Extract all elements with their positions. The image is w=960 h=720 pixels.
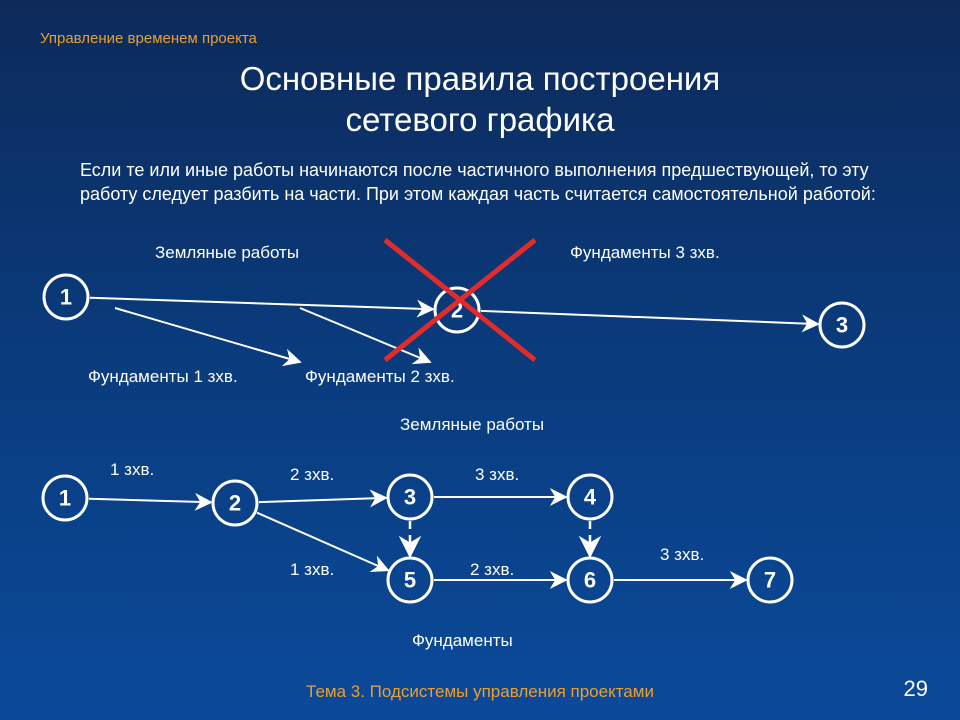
diagram-1: 123Земляные работыФундаменты 3 зхв.Фунда… [44,240,864,386]
svg-text:Фундаменты 2 зхв.: Фундаменты 2 зхв. [305,367,455,386]
diagram-svg: 1 2 3 Земляные работы Фундаменты 3 зхв. Фунда… [0,0,960,720]
svg-text:4: 4 [584,485,597,510]
svg-text:1 зхв.: 1 зхв. [110,460,154,479]
svg-text:1: 1 [59,486,71,511]
svg-text:Земляные работы: Земляные работы [400,415,544,434]
svg-text:Фундаменты: Фундаменты [412,631,513,650]
svg-text:Фундаменты 3 зхв.: Фундаменты 3 зхв. [570,243,720,262]
svg-text:3 зхв.: 3 зхв. [475,465,519,484]
svg-text:3: 3 [404,485,416,510]
footer-text: Тема 3. Подсистемы управления проектами [0,682,960,702]
svg-text:Земляные работы: Земляные работы [155,243,299,262]
svg-text:2 зхв.: 2 зхв. [290,465,334,484]
diagram-2: 1 2 3 4 5 6 7 1 зхв. 2 зхв. 3 зхв. 1 зхв. 2 зхв. 3 з… [43,415,792,650]
svg-text:Фундаменты 1 зхв.: Фундаменты 1 зхв. [88,367,238,386]
svg-text:2 зхв.: 2 зхв. [470,560,514,579]
svg-text:1 зхв.: 1 зхв. [290,560,334,579]
svg-text:3 зхв.: 3 зхв. [660,545,704,564]
svg-text:3: 3 [836,313,848,338]
svg-text:1: 1 [60,285,72,310]
svg-text:5: 5 [404,568,416,593]
svg-text:7: 7 [764,568,776,593]
svg-text:2: 2 [229,491,241,516]
svg-text:6: 6 [584,568,596,593]
page-number: 29 [904,676,928,702]
